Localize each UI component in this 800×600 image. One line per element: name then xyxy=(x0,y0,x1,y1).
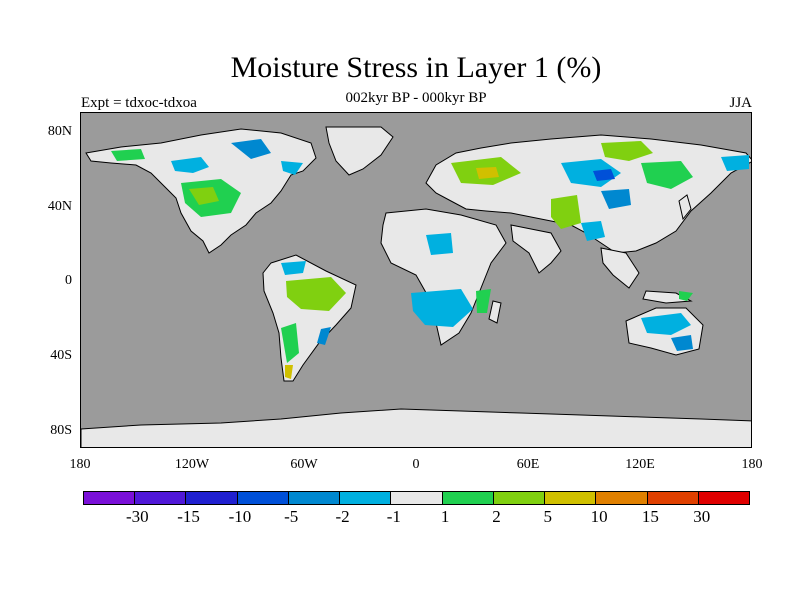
lon-tick-60w: 60W xyxy=(290,457,318,472)
colorbar-label: 30 xyxy=(693,507,711,526)
colorbar-swatch xyxy=(237,492,289,504)
anomaly-blue xyxy=(281,161,303,175)
anomaly-patches xyxy=(111,139,749,379)
anomaly-blue xyxy=(641,313,691,335)
colorbar-swatch xyxy=(288,492,341,504)
anomaly-lime xyxy=(285,365,293,379)
antarctica-land xyxy=(81,408,751,447)
anomaly-lime xyxy=(189,187,219,205)
colorbar-swatch xyxy=(545,492,597,504)
colorbar-swatch xyxy=(442,492,494,504)
anomaly-green xyxy=(111,149,145,161)
map-subtitle: 002kyr BP - 000kyr BP xyxy=(345,90,487,106)
experiment-label: Expt = tdxoc-tdxoa xyxy=(81,95,197,111)
anomaly-blue xyxy=(281,261,306,275)
anomaly-blue xyxy=(171,157,209,173)
southeast-asia-land xyxy=(600,247,640,289)
anomaly-green xyxy=(679,291,693,301)
lon-tick-120e: 120E xyxy=(625,457,655,472)
colorbar-label: 10 xyxy=(590,507,608,526)
lon-tick-180w: 180 xyxy=(69,457,91,472)
colorbar-swatch xyxy=(135,492,187,504)
world-map xyxy=(80,112,752,448)
anomaly-green xyxy=(281,323,299,363)
season-label: JJA xyxy=(729,95,752,111)
anomaly-blue xyxy=(721,155,749,171)
greenland-land xyxy=(325,126,394,176)
colorbar-swatch xyxy=(186,492,238,504)
colorbar-swatch xyxy=(647,492,699,504)
south-america-land xyxy=(262,254,357,382)
colorbar-swatch xyxy=(493,492,546,504)
map-title: Moisture Stress in Layer 1 (%) xyxy=(230,51,602,84)
anomaly-blue xyxy=(231,139,271,159)
anomaly-blue xyxy=(426,233,453,255)
anomaly-green xyxy=(286,277,346,311)
anomaly-blue xyxy=(411,289,473,327)
colorbar-label: 1 xyxy=(440,507,450,526)
colorbar xyxy=(83,491,750,505)
lon-tick-120w: 120W xyxy=(174,457,210,472)
colorbar-swatch xyxy=(391,492,443,504)
japan-land xyxy=(678,194,692,221)
colorbar-swatch xyxy=(698,492,750,504)
colorbar-swatch xyxy=(596,492,648,504)
anomaly-blue xyxy=(317,327,331,345)
lat-tick-80n: 80N xyxy=(47,124,72,139)
anomaly-lime xyxy=(476,167,499,179)
lat-tick-40s: 40S xyxy=(50,348,72,363)
colorbar-label: -10 xyxy=(228,507,252,526)
anomaly-blue xyxy=(601,189,631,209)
lon-tick-60e: 60E xyxy=(516,457,540,472)
colorbar-label: -5 xyxy=(284,507,299,526)
indonesia-land xyxy=(642,290,693,304)
map-canvas xyxy=(81,126,751,447)
colorbar-swatch xyxy=(84,492,136,504)
colorbar-label: 15 xyxy=(641,507,659,526)
anomaly-blue xyxy=(593,169,615,181)
lat-tick-40n: 40N xyxy=(47,199,72,214)
anomaly-green xyxy=(601,141,653,161)
anomaly-green xyxy=(476,289,491,313)
lat-tick-0: 0 xyxy=(65,273,72,288)
madagascar-land xyxy=(488,300,502,324)
south-asia-land xyxy=(510,224,562,274)
anomaly-blue xyxy=(581,221,605,241)
colorbar-label: -1 xyxy=(386,507,401,526)
colorbar-label: 5 xyxy=(543,507,553,526)
anomaly-green xyxy=(641,161,693,189)
africa-land xyxy=(380,208,507,346)
colorbar-label: 2 xyxy=(492,507,501,526)
lon-tick-0: 0 xyxy=(412,457,420,472)
lon-tick-180e: 180 xyxy=(741,457,763,472)
colorbar-label: -2 xyxy=(335,507,350,526)
anomaly-green xyxy=(551,195,581,229)
colorbar-swatch xyxy=(340,492,392,504)
anomaly-blue xyxy=(671,335,693,351)
lat-tick-80s: 80S xyxy=(50,423,72,438)
colorbar-label: -30 xyxy=(125,507,149,526)
colorbar-label: -15 xyxy=(177,507,200,526)
